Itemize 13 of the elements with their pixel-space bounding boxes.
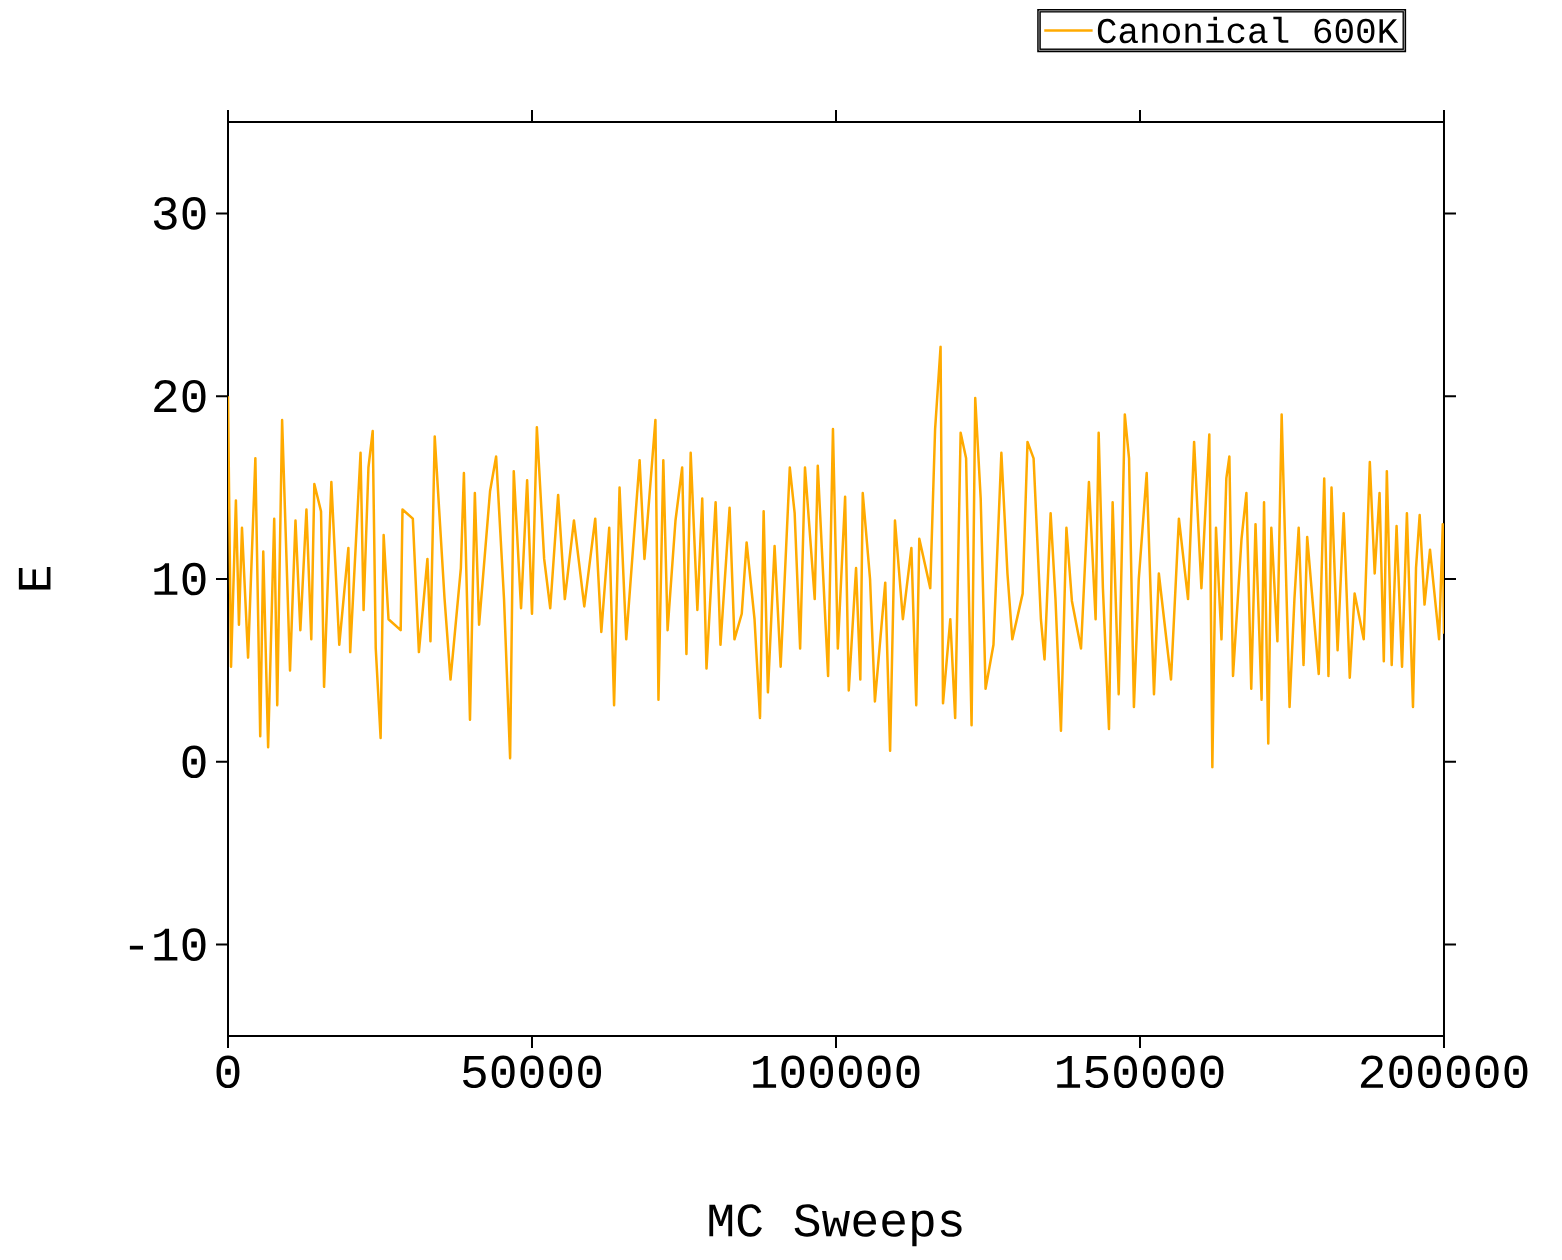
x-tick-label: 0 bbox=[216, 1055, 240, 1089]
y-axis-title: E bbox=[18, 567, 51, 590]
legend-label: Canonical 600K bbox=[1097, 16, 1399, 44]
x-tick-label: 50000 bbox=[462, 1055, 602, 1089]
x-tick-label: 200000 bbox=[1360, 1055, 1528, 1089]
x-axis-title: MC Sweeps bbox=[709, 1204, 962, 1247]
x-tick-label: 150000 bbox=[1057, 1055, 1224, 1089]
y-tick-label: 0 bbox=[182, 745, 206, 779]
x-tick-label: 100000 bbox=[753, 1055, 920, 1089]
y-tick-label: -10 bbox=[129, 928, 206, 961]
y-tick-label: 20 bbox=[154, 379, 206, 413]
y-tick-label: 30 bbox=[153, 197, 206, 230]
y-tick-label: 10 bbox=[154, 562, 206, 596]
